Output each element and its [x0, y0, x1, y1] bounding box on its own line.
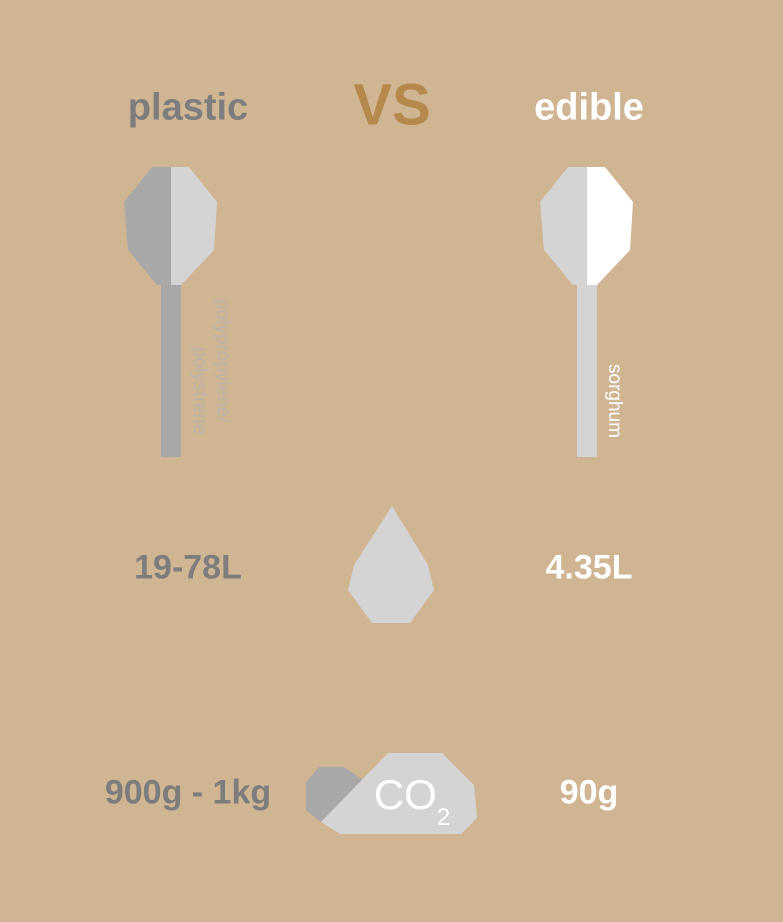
cloud-icon — [306, 753, 477, 834]
edible-water-value: 4.35L — [545, 548, 633, 587]
co2-label: CO2 — [373, 771, 450, 831]
edible-heading: edible — [534, 86, 644, 129]
edible-co2-value: 90g — [559, 773, 619, 812]
plastic-material-line1: polypropylene/ — [212, 299, 233, 423]
plastic-co2-value: 900g - 1kg — [104, 773, 272, 812]
edible-material: sorghum — [604, 364, 625, 438]
vs-heading: VS — [353, 72, 431, 138]
co2-text: CO — [373, 771, 437, 818]
water-drop-icon — [348, 506, 434, 623]
plastic-material-line2: polystrene — [189, 347, 210, 435]
co2-subscript: 2 — [436, 804, 451, 831]
plastic-spoon-icon — [124, 167, 217, 457]
plastic-water-value: 19-78L — [134, 548, 242, 587]
plastic-heading: plastic — [127, 86, 249, 129]
edible-spoon-icon — [540, 167, 633, 457]
